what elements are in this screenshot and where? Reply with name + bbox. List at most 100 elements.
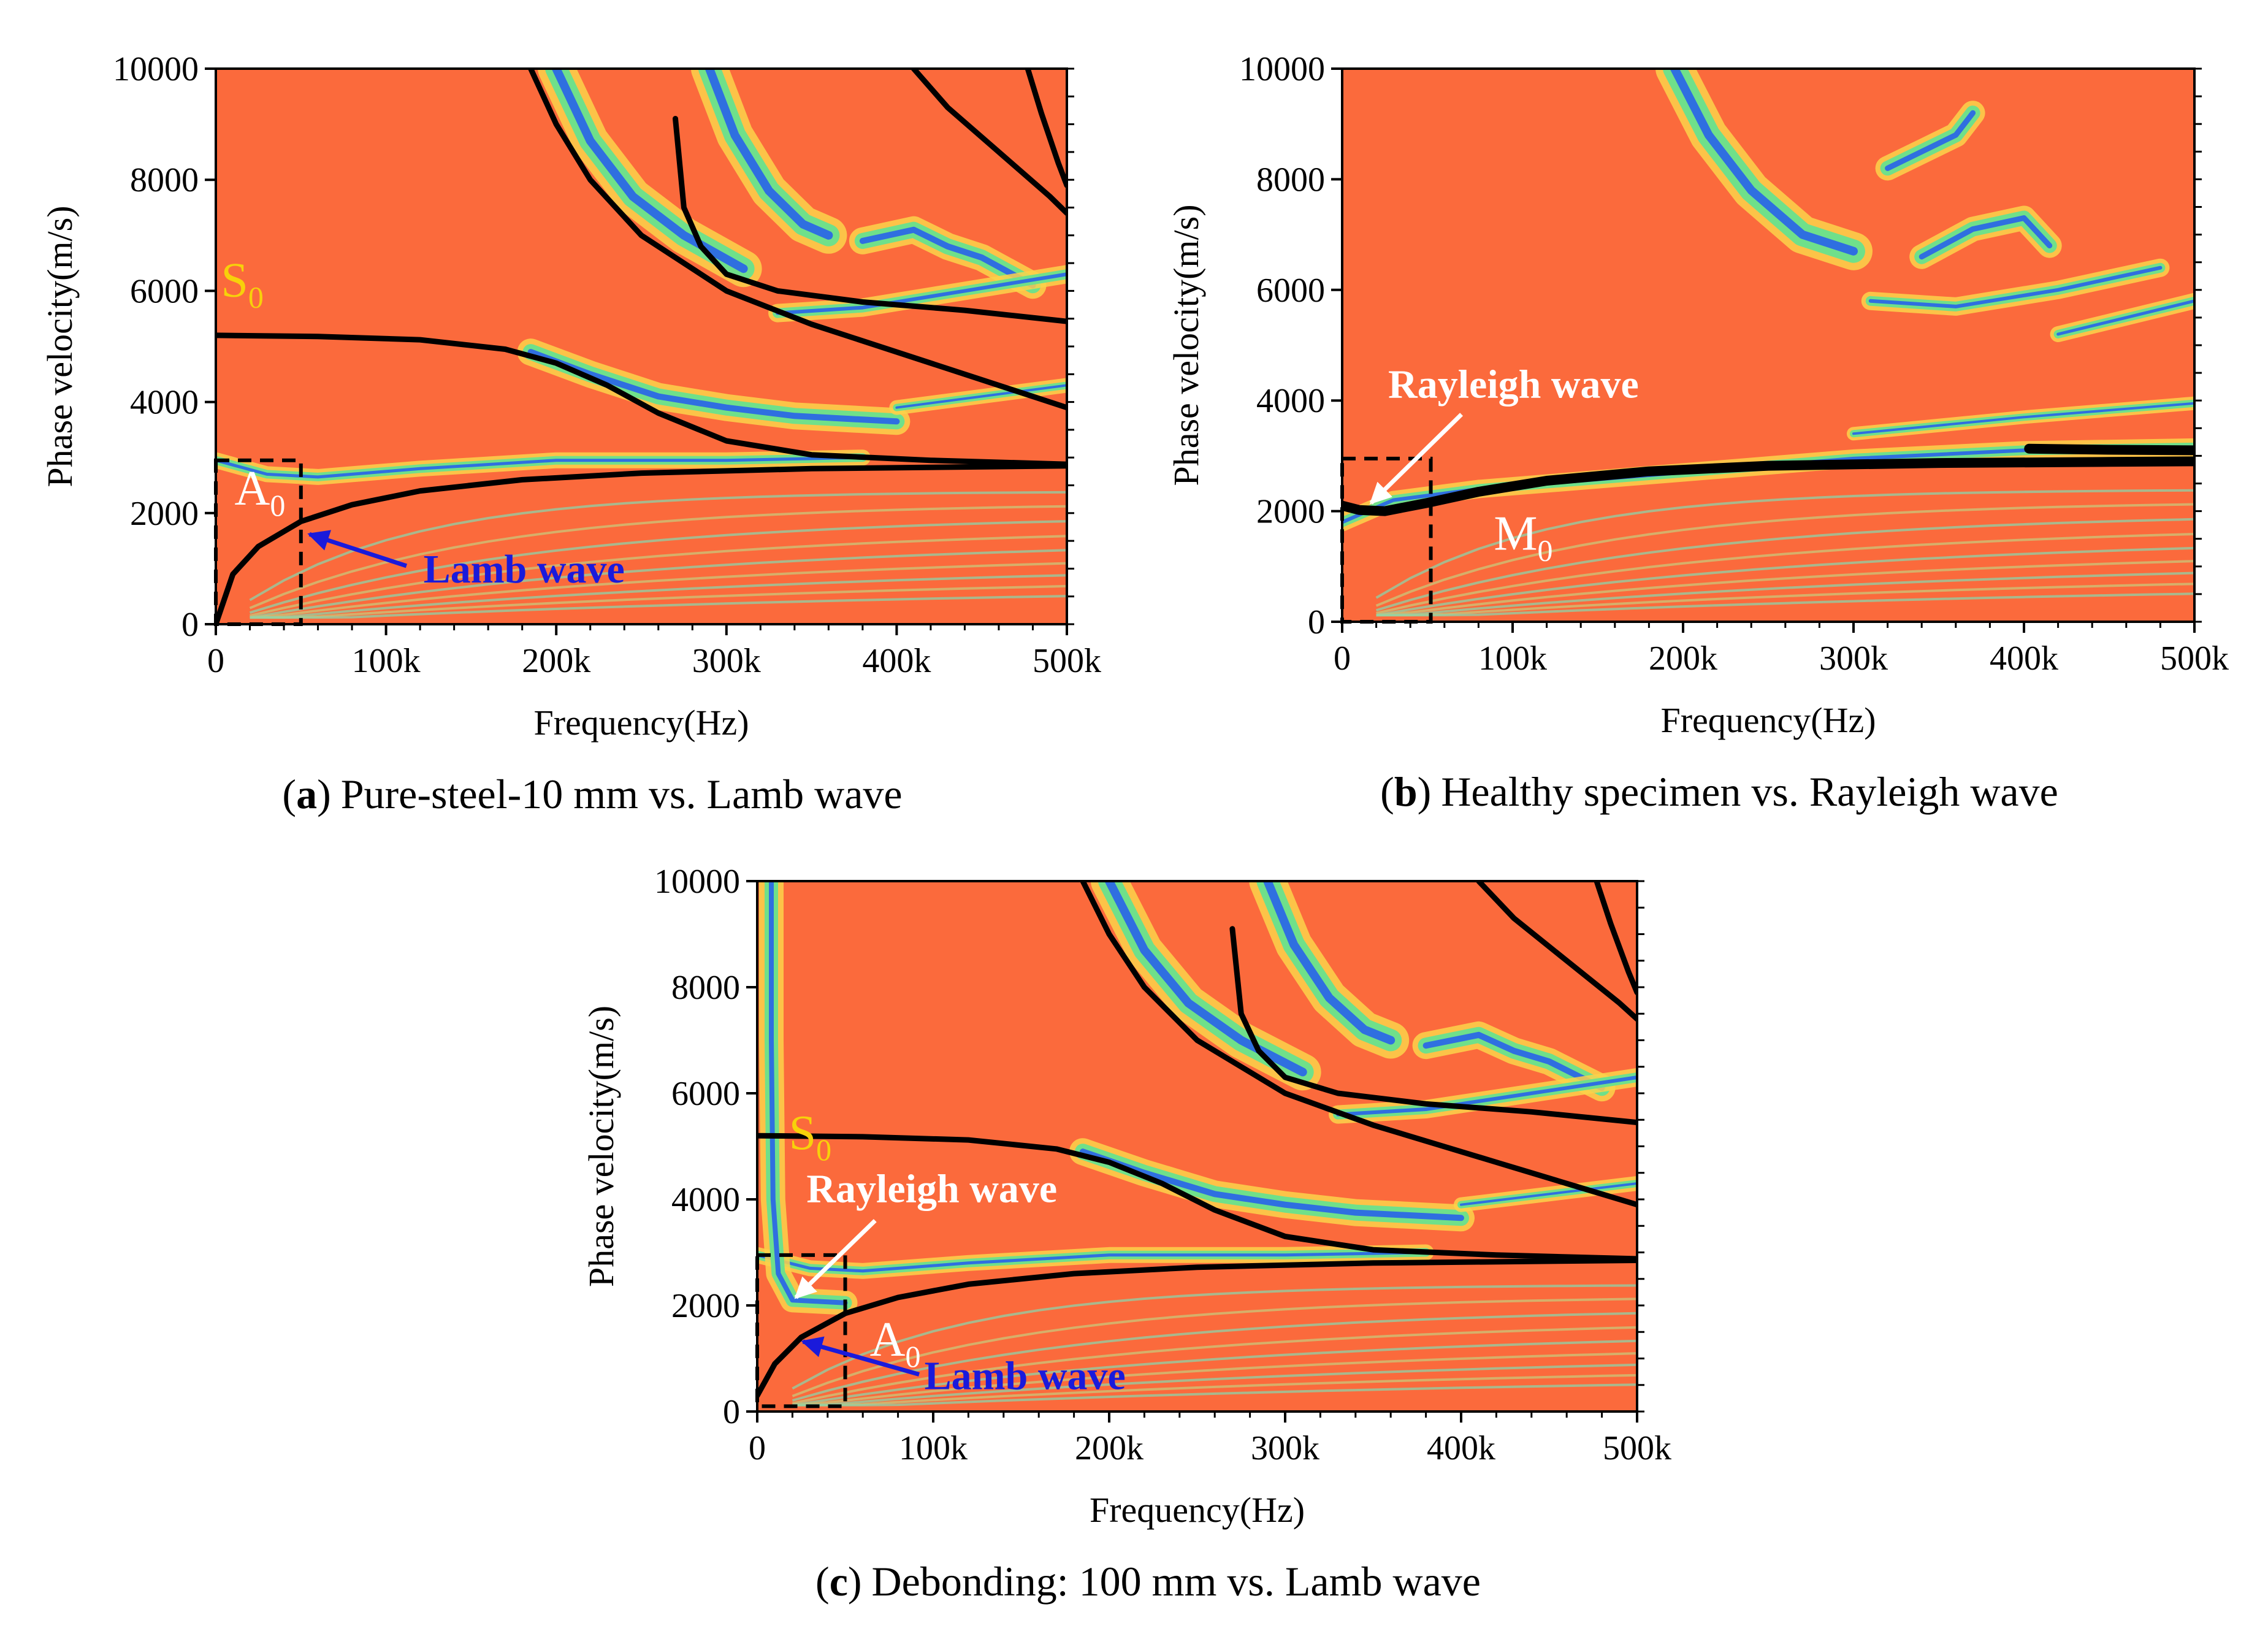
faint-mode-streak-a — [250, 584, 1067, 619]
caption-letter-c: c — [830, 1558, 848, 1605]
faint-mode-streak-c — [792, 1284, 1637, 1390]
y-tick-label-c: 8000 — [671, 969, 740, 1007]
annotation-label-c: Lamb wave — [925, 1354, 1126, 1399]
annotation-text-c: A — [870, 1313, 906, 1367]
mode-curve-mode-4-c — [1229, 926, 1637, 1126]
mode-curve-s0-a — [216, 332, 1067, 467]
mode-curve-mode-6-c — [1594, 881, 1637, 996]
faint-mode-streak-c — [792, 1373, 1637, 1407]
annotation-subscript-b: 0 — [1538, 533, 1553, 568]
y-tick-label-b: 6000 — [1256, 272, 1325, 310]
faint-mode-streak-c — [792, 1352, 1637, 1407]
annotation-label-c: S0 — [789, 1106, 832, 1167]
x-tick-label-c: 100k — [899, 1429, 968, 1467]
y-tick-label-c: 2000 — [671, 1287, 740, 1325]
annotation-subscript-c: 0 — [816, 1133, 831, 1167]
mode-curve-mode-3-a — [528, 69, 1067, 411]
axes-c: 0 100k 200k 300k 400k 500k 0 2000 4000 6000 8000 10… — [654, 863, 1671, 1467]
faint-mode-streak-a — [249, 491, 1067, 602]
annotation-arrow-a — [307, 530, 407, 568]
band-m1-b-core — [1670, 69, 1858, 256]
mode-curve-a0-c — [757, 1258, 1637, 1399]
band-m4-c-core — [1263, 881, 1396, 1045]
y-tick-label-b: 0 — [1308, 603, 1325, 641]
band-m5-a-core — [859, 226, 1036, 289]
faint-mode-streak-c — [792, 1297, 1637, 1397]
heatmap-background-a — [216, 69, 1067, 624]
x-tick-label-c: 300k — [1251, 1429, 1319, 1467]
heatmap-field-a — [216, 69, 1067, 624]
band-m4-a-core — [705, 69, 833, 240]
x-tick-label-a: 400k — [862, 642, 931, 680]
faint-mode-streak-a — [250, 535, 1067, 617]
x-tick-label-c: 200k — [1075, 1429, 1144, 1467]
mode-curve-mode-4-a — [673, 116, 1067, 324]
y-tick-label-b: 10000 — [1239, 50, 1325, 88]
annotation-text-a: A — [235, 462, 270, 516]
faint-mode-streak-c — [792, 1383, 1637, 1407]
band-m5-b-core — [2056, 299, 2194, 336]
y-tick-label-a: 10000 — [113, 50, 199, 88]
faint-mode-streak-b — [1376, 546, 2194, 617]
mode-curves-b — [1342, 443, 2194, 516]
x-tick-label-b: 500k — [2160, 640, 2229, 678]
faint-mode-streak-c — [792, 1312, 1637, 1402]
x-tick-label-b: 100k — [1478, 640, 1547, 678]
mode-curve-a0-a — [216, 463, 1067, 624]
annotation-text-b: M — [1494, 507, 1537, 561]
caption-b: (b) Healthy specimen vs. Rayleigh wave — [1380, 768, 2058, 815]
annotation-text-c: Rayleigh wave — [806, 1166, 1057, 1211]
y-tick-label-b: 4000 — [1256, 382, 1325, 420]
faint-mode-streak-b — [1376, 533, 2194, 615]
caption-a: (a) Pure-steel-10 mm vs. Lamb wave — [282, 771, 902, 817]
annotation-text-a: Lamb wave — [424, 547, 625, 592]
mode-curve-mode-3-c — [1080, 881, 1637, 1208]
mode-curve-m0-b — [1342, 456, 2194, 516]
annotation-text-a: S — [221, 253, 248, 307]
caption-paren-close-a: ) — [317, 771, 331, 817]
y-tick-label-c: 0 — [723, 1393, 740, 1431]
annotation-label-a: A0 — [235, 462, 286, 522]
faint-mode-streak-a — [250, 562, 1067, 619]
x-axis-label-c: Frequency(Hz) — [1090, 1490, 1305, 1530]
x-tick-label-c: 500k — [1603, 1429, 1671, 1467]
mode-curve-m0-upper-b — [2024, 443, 2194, 456]
y-tick-label-a: 0 — [181, 606, 199, 644]
band-m6-a-core — [895, 384, 1067, 409]
faint-mode-streak-b — [1375, 489, 2194, 599]
band-rayleigh-c-core — [769, 881, 848, 1305]
y-tick-label-a: 6000 — [130, 272, 199, 310]
caption-title-b: Healthy specimen vs. Rayleigh wave — [1441, 768, 2058, 815]
y-tick-label-a: 8000 — [130, 161, 199, 199]
caption-paren-open-a: ( — [282, 771, 296, 817]
faint-mode-streak-a — [250, 595, 1067, 619]
annotation-label-c: A0 — [870, 1313, 921, 1373]
heatmap-background-b — [1342, 69, 2194, 622]
annotation-text-b: Rayleigh wave — [1388, 362, 1639, 407]
mode-curve-s0-c — [757, 1133, 1637, 1262]
x-axis-label-a: Frequency(Hz) — [533, 703, 749, 743]
x-tick-label-b: 0 — [1334, 640, 1351, 678]
y-tick-label-c: 4000 — [671, 1181, 740, 1219]
caption-paren-open-b: ( — [1380, 768, 1394, 815]
annotation-arrow-c — [801, 1336, 920, 1377]
x-tick-label-b: 200k — [1649, 640, 1717, 678]
x-tick-label-a: 100k — [352, 642, 421, 680]
annotation-subscript-a: 0 — [270, 488, 285, 522]
y-tick-label-a: 4000 — [130, 384, 199, 422]
annotations-b: Rayleigh wave M0 — [1369, 362, 1639, 568]
caption-c: (c) Debonding: 100 mm vs. Lamb wave — [815, 1558, 1481, 1605]
mode-curve-mode-5-c — [1476, 881, 1637, 1022]
annotation-label-b: Rayleigh wave — [1388, 362, 1639, 407]
faint-mode-streak-b — [1376, 583, 2194, 617]
faint-mode-streak-b — [1376, 592, 2194, 617]
y-tick-label-c: 10000 — [654, 863, 740, 901]
mode-curve-mode-6-a — [1025, 69, 1067, 188]
faint-mode-streak-b — [1376, 560, 2194, 617]
band-m7-a-core — [776, 272, 1067, 315]
mode-curves-c — [757, 881, 1637, 1399]
band-m3-b-core — [1919, 215, 2053, 260]
heatmap-background-c — [757, 881, 1637, 1412]
